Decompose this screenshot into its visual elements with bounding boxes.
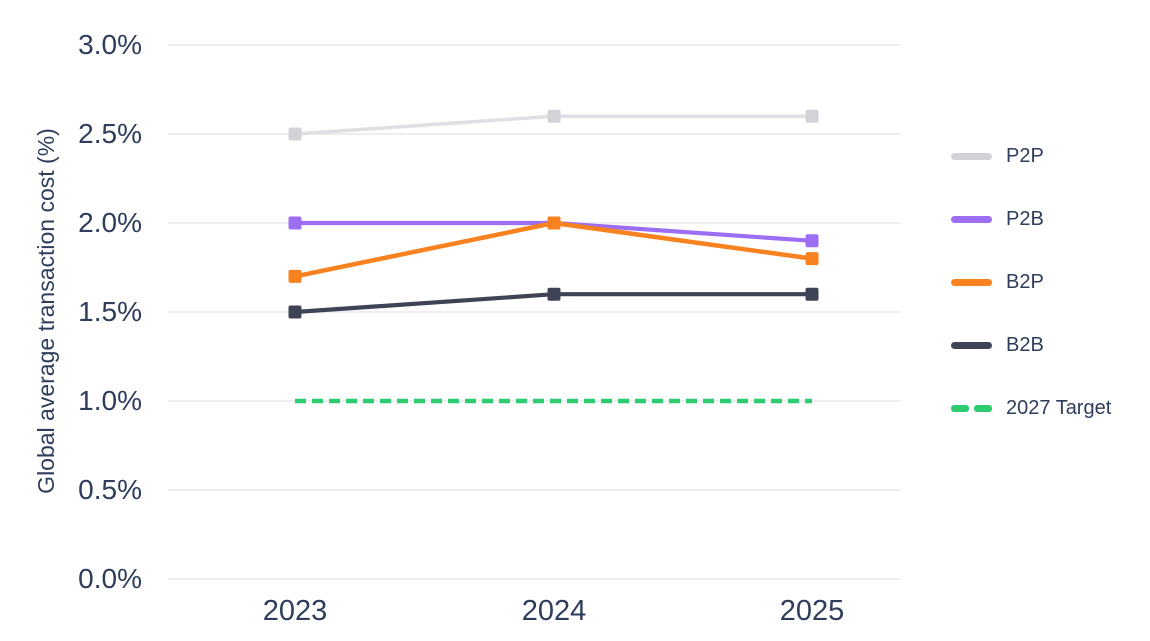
legend-item-p2b: P2B: [951, 208, 1111, 230]
dash-segment: [974, 405, 992, 412]
data-point-b2p-2023: [288, 269, 302, 283]
data-point-b2b-2024: [547, 287, 561, 301]
legend-label: P2P: [1006, 145, 1044, 167]
data-point-p2b-2025: [805, 234, 819, 248]
y-tick-label: 1.5%: [78, 296, 142, 327]
y-tick-label: 0.0%: [78, 563, 142, 594]
y-tick-label: 1.0%: [78, 385, 142, 416]
legend-item-p2p: P2P: [951, 145, 1111, 167]
y-tick-label: 2.0%: [78, 207, 142, 238]
data-point-b2p-2024: [547, 216, 561, 230]
legend-swatch-2027-target: [951, 405, 992, 412]
legend-label: B2P: [1006, 271, 1044, 293]
y-tick-label: 2.5%: [78, 118, 142, 149]
legend-item-b2p: B2P: [951, 271, 1111, 293]
legend-label: P2B: [1006, 208, 1044, 230]
legend-label: 2027 Target: [1006, 397, 1112, 419]
legend-item-b2b: B2B: [951, 334, 1111, 356]
x-tick-label-2025: 2025: [779, 595, 845, 627]
legend-item-2027-target: 2027 Target: [951, 397, 1112, 419]
data-point-p2p-2023: [288, 127, 302, 141]
data-point-b2p-2025: [805, 252, 819, 266]
legend-swatch-b2b: [951, 342, 992, 349]
data-point-p2p-2025: [805, 109, 819, 123]
data-point-b2b-2025: [805, 287, 819, 301]
legend-label: B2B: [1006, 334, 1044, 356]
legend-swatch-p2b: [951, 216, 992, 223]
legend: P2P P2B B2P B2B 2027 Target: [951, 145, 1112, 461]
y-tick-label: 0.5%: [78, 474, 142, 505]
dash-segment: [951, 405, 969, 412]
y-tick-label: 3.0%: [78, 29, 142, 60]
legend-swatch-b2p: [951, 279, 992, 286]
data-point-p2b-2023: [288, 216, 302, 230]
data-point-p2p-2024: [547, 109, 561, 123]
x-tick-label-2024: 2024: [521, 595, 587, 627]
series-line-b2p: [292, 220, 815, 279]
x-tick-label-2023: 2023: [262, 595, 328, 627]
legend-swatch-p2p: [951, 153, 992, 160]
data-point-b2b-2023: [288, 305, 302, 319]
